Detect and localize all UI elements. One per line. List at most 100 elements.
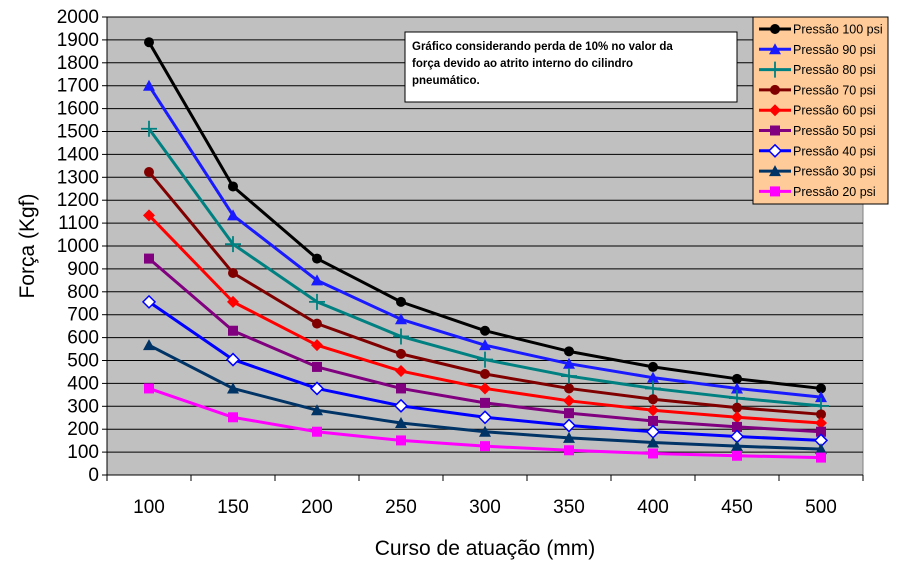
series-3 <box>141 120 829 414</box>
data-point <box>648 415 658 426</box>
y-tick-label: 1900 <box>57 30 99 51</box>
data-point <box>564 346 574 357</box>
data-point <box>396 348 406 359</box>
data-point <box>144 167 154 178</box>
legend-label: Pressão 100 psi <box>793 23 883 37</box>
y-tick-label: 700 <box>67 305 99 326</box>
legend-entry: Pressão 100 psi <box>759 23 883 37</box>
data-point <box>732 402 742 413</box>
data-point <box>228 181 238 192</box>
data-point <box>648 448 658 459</box>
y-tick-label: 900 <box>67 259 99 280</box>
data-point <box>731 382 743 394</box>
data-point <box>309 293 325 310</box>
x-tick-label: 400 <box>637 497 669 518</box>
x-tick-label: 500 <box>805 497 837 518</box>
y-tick-label: 1400 <box>57 144 99 165</box>
legend-label: Pressão 50 psi <box>793 124 876 138</box>
legend-marker <box>769 104 781 117</box>
data-point <box>312 253 322 264</box>
data-point <box>143 209 155 222</box>
y-tick-label: 200 <box>67 419 99 440</box>
legend-label: Pressão 20 psi <box>793 185 876 199</box>
data-point <box>480 325 490 336</box>
data-point <box>312 426 322 437</box>
data-point <box>227 382 239 394</box>
data-point <box>141 294 157 309</box>
y-tick-label: 400 <box>67 373 99 394</box>
data-point <box>563 431 575 443</box>
series-5 <box>143 209 827 430</box>
x-tick-label: 200 <box>301 497 333 518</box>
x-axis: 100 150 200 250 300 350 400 450 500 <box>106 474 864 518</box>
data-point <box>815 391 827 403</box>
legend-marker <box>767 143 783 158</box>
data-point <box>225 352 241 367</box>
data-point <box>393 398 409 413</box>
data-point <box>732 373 742 384</box>
data-point <box>561 418 577 433</box>
data-point <box>479 425 491 437</box>
y-tick-label: 1000 <box>57 236 99 257</box>
legend-entry: Pressão 20 psi <box>759 185 876 199</box>
data-point <box>477 410 493 425</box>
data-point <box>225 236 241 253</box>
data-point <box>311 404 323 416</box>
legend-entry: Pressão 80 psi <box>759 61 876 78</box>
data-point <box>396 296 406 307</box>
series-1 <box>144 37 826 394</box>
x-tick-label: 450 <box>721 497 753 518</box>
data-point <box>479 382 491 395</box>
data-point <box>647 404 659 417</box>
series-4 <box>144 167 826 420</box>
data-point <box>480 397 490 408</box>
data-point <box>731 411 743 424</box>
data-point <box>815 417 827 430</box>
series-2 <box>143 79 827 403</box>
legend-marker <box>770 84 780 95</box>
data-point <box>563 394 575 407</box>
legend-label: Pressão 70 psi <box>793 83 876 97</box>
data-point <box>477 351 493 368</box>
data-point <box>647 371 659 383</box>
legend-marker <box>770 125 780 136</box>
legend-entry: Pressão 40 psi <box>759 143 876 158</box>
legend-marker <box>767 61 783 78</box>
legend-label: Pressão 30 psi <box>793 165 876 179</box>
data-point <box>564 445 574 456</box>
data-point <box>312 318 322 329</box>
data-point <box>227 209 239 221</box>
x-tick-label: 300 <box>469 497 501 518</box>
data-point <box>309 381 325 396</box>
annotation-line-3: pneumático. <box>412 75 480 87</box>
data-point <box>144 383 154 394</box>
y-tick-label: 0 <box>88 465 99 486</box>
data-point <box>144 253 154 264</box>
data-point <box>396 435 406 446</box>
data-point <box>312 361 322 372</box>
x-tick-label: 350 <box>553 497 585 518</box>
legend: Pressão 100 psi Pressão 90 psi Pressão 80 … <box>752 16 889 205</box>
data-point <box>144 37 154 48</box>
data-point <box>479 339 491 351</box>
data-point <box>816 452 826 463</box>
y-tick-label: 1800 <box>57 53 99 74</box>
data-point <box>395 417 407 429</box>
data-point <box>816 426 826 437</box>
data-point <box>645 380 661 397</box>
data-point <box>141 120 157 137</box>
legend-label: Pressão 90 psi <box>793 43 876 57</box>
data-point <box>563 357 575 369</box>
series-layer <box>141 37 829 463</box>
data-point <box>648 394 658 405</box>
legend-marker <box>770 24 780 34</box>
y-tick-label: 800 <box>67 282 99 303</box>
data-point <box>561 368 577 385</box>
legend-label: Pressão 80 psi <box>793 63 876 77</box>
data-point <box>311 274 323 286</box>
legend-entry: Pressão 90 psi <box>759 43 876 57</box>
y-axis-title: Força (Kgf) <box>16 193 39 298</box>
y-tick-label: 1700 <box>57 76 99 97</box>
legend-label: Pressão 60 psi <box>793 104 876 118</box>
